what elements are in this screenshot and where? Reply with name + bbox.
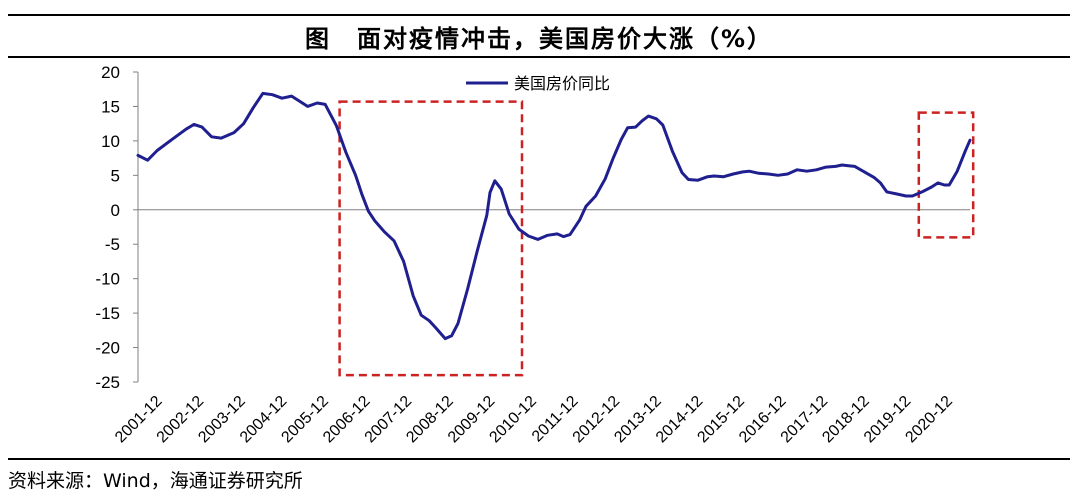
y-tick-label: -15 bbox=[95, 304, 120, 323]
source-note: 资料来源：Wind，海通证券研究所 bbox=[8, 470, 303, 492]
legend: 美国房价同比 bbox=[466, 74, 610, 93]
y-tick-label: -20 bbox=[95, 339, 120, 358]
series-layer bbox=[136, 91, 972, 341]
chart-title: 图 面对疫情冲击，美国房价大涨（%） bbox=[304, 24, 774, 53]
x-tick-label: 2010-12 bbox=[486, 393, 540, 447]
highlight-box-layer bbox=[338, 100, 975, 377]
y-tick-label: 20 bbox=[101, 63, 120, 82]
y-tick-label: -25 bbox=[95, 373, 120, 392]
source-divider bbox=[8, 458, 1070, 460]
highlight-box bbox=[338, 100, 524, 377]
x-tick-label: 2020-12 bbox=[902, 393, 956, 447]
y-tick-label: 15 bbox=[101, 97, 120, 116]
y-tick-label: 0 bbox=[111, 201, 120, 220]
legend-label: 美国房价同比 bbox=[514, 74, 610, 93]
y-tick-label: -5 bbox=[105, 235, 120, 254]
y-tick-label: -10 bbox=[95, 270, 120, 289]
line-chart: 20151050-5-10-15-20-252001-122002-122003… bbox=[95, 63, 975, 446]
y-tick-label: 5 bbox=[111, 166, 120, 185]
title-bar: 图 面对疫情冲击，美国房价大涨（%） bbox=[8, 14, 1070, 58]
series-line bbox=[136, 91, 972, 341]
axes-layer: 20151050-5-10-15-20-252001-122002-122003… bbox=[95, 63, 970, 446]
highlight-box bbox=[917, 111, 975, 239]
y-tick-label: 10 bbox=[101, 132, 120, 151]
